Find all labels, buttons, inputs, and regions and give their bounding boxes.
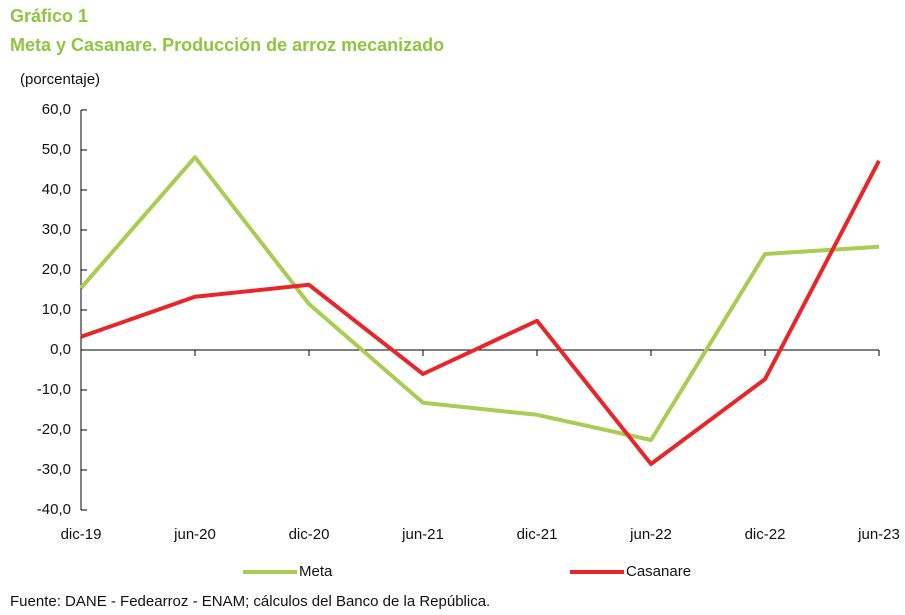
- y-tick-label: -40,0: [37, 501, 71, 518]
- x-tick-label: dic-22: [745, 526, 786, 543]
- x-tick-label: jun-21: [401, 526, 444, 543]
- y-tick-label: 50,0: [42, 141, 71, 158]
- y-tick-label: 10,0: [42, 301, 71, 318]
- legend-label: Casanare: [626, 563, 691, 580]
- y-tick-label: 0,0: [50, 341, 71, 358]
- y-tick-label: -20,0: [37, 421, 71, 438]
- x-tick-label: dic-21: [517, 526, 558, 543]
- x-tick-label: jun-20: [173, 526, 216, 543]
- chart-subtitle: Meta y Casanare. Producción de arroz mec…: [10, 35, 444, 55]
- chart-title: Gráfico 1: [10, 6, 88, 26]
- x-tick-label: jun-23: [857, 526, 900, 543]
- y-tick-label: -10,0: [37, 381, 71, 398]
- y-tick-label: 40,0: [42, 181, 71, 198]
- legend-label: Meta: [299, 563, 333, 580]
- source-note: Fuente: DANE - Fedearroz - ENAM; cálculo…: [10, 593, 490, 610]
- y-axis-label: (porcentaje): [20, 71, 100, 88]
- y-tick-label: 60,0: [42, 101, 71, 118]
- x-tick-label: dic-19: [61, 526, 102, 543]
- y-tick-label: 30,0: [42, 221, 71, 238]
- x-tick-label: dic-20: [289, 526, 330, 543]
- y-tick-label: -30,0: [37, 461, 71, 478]
- series-line: [80, 159, 881, 466]
- x-tick-label: jun-22: [629, 526, 672, 543]
- series-line: [79, 155, 880, 442]
- y-tick-label: 20,0: [42, 261, 71, 278]
